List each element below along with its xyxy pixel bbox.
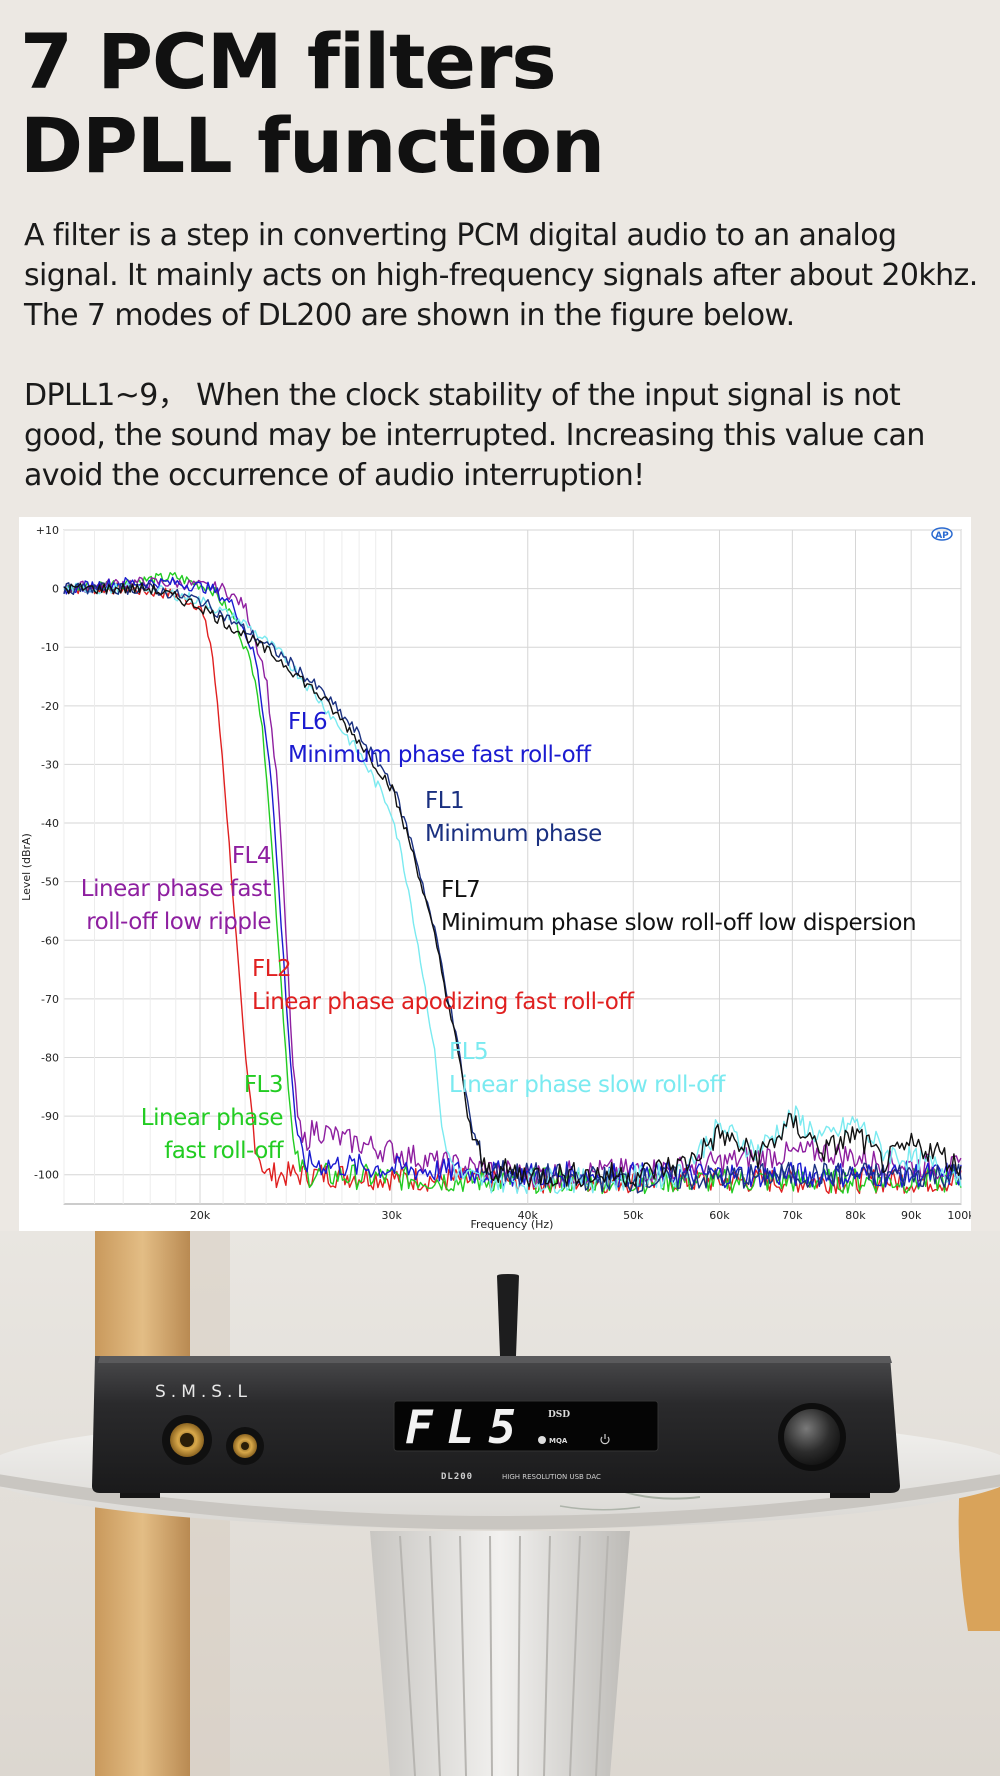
x-tick-label: 40k <box>518 1209 539 1222</box>
y-tick-label: 0 <box>52 583 59 596</box>
model-label: DL200 <box>441 1472 473 1482</box>
filter-response-chart: +10 0 -10 -20 -30 -40 -50 -60 -70 -80 -90 -100 20k 30… <box>19 517 971 1231</box>
pedestal-flutes <box>399 1535 609 1776</box>
chair-back <box>958 1467 1000 1631</box>
table-pedestal <box>370 1531 630 1776</box>
y-axis-title: Level (dBrA) <box>20 833 33 901</box>
dac-top-edge <box>98 1356 892 1363</box>
annotation-fl1-line1: FL1 <box>425 788 464 814</box>
annotation-fl1-line2: Minimum phase <box>425 821 602 847</box>
y-tick-label: -30 <box>41 758 59 771</box>
y-tick-label: -100 <box>34 1169 59 1182</box>
marble-vein-2 <box>559 1505 641 1511</box>
x-tick-label: 30k <box>382 1209 403 1222</box>
annotation-fl4-line2: Linear phase fast <box>81 876 272 902</box>
model-description: HIGH RESOLUTION USB DAC <box>502 1473 601 1481</box>
annotation-fl6-line1: FL6 <box>288 709 327 735</box>
mqa-icon <box>538 1436 546 1444</box>
intro-paragraph-dpll: DPLL1~9， When the clock stability of the… <box>24 378 925 493</box>
annotation-fl6-line2: Minimum phase fast roll-off <box>288 742 592 768</box>
series-line-fl6 <box>63 576 962 1189</box>
y-tick-label: -20 <box>41 700 59 713</box>
table-edge <box>0 1474 1000 1530</box>
volume-knob-icon <box>784 1409 840 1465</box>
annotation-fl3-line2: Linear phase <box>141 1105 283 1131</box>
series-group <box>63 572 962 1195</box>
intro-paragraph-filters: A filter is a step in converting PCM dig… <box>24 218 978 333</box>
annotation-fl4-line3: roll-off low ripple <box>86 909 271 935</box>
series-line-fl7 <box>63 582 962 1188</box>
x-axis-title: Frequency (Hz) <box>471 1218 554 1231</box>
annotations: FL6 Minimum phase fast roll-off FL1 Minimum… <box>81 709 917 1164</box>
y-tick-label: -10 <box>41 641 59 654</box>
brand-logo: S.M.S.L <box>155 1382 252 1402</box>
annotation-fl3-line1: FL3 <box>244 1072 283 1098</box>
y-tick-label: -90 <box>41 1110 59 1123</box>
headline: 7 PCM filters DPLL function <box>20 17 605 190</box>
plot-area <box>63 529 962 1205</box>
annotation-fl2-line1: FL2 <box>252 956 291 982</box>
x-tick-label: 90k <box>901 1209 922 1222</box>
ap-logo-icon: AP <box>931 527 953 541</box>
x-tick-label: 60k <box>709 1209 730 1222</box>
y-tick-label: -80 <box>41 1051 59 1064</box>
y-tick-label: +10 <box>36 524 59 537</box>
tick-labels: +10 0 -10 -20 -30 -40 -50 -60 -70 -80 -90 -100 20k 30… <box>34 524 971 1222</box>
y-tick-label: -60 <box>41 934 59 947</box>
headline-line-2: DPLL function <box>20 101 605 190</box>
x-tick-label: 100k <box>947 1209 971 1222</box>
annotation-fl5-line2: Linear phase slow roll-off <box>449 1072 726 1098</box>
display-dsd-badge: DSD <box>548 1410 570 1420</box>
annotation-fl7-line1: FL7 <box>441 877 480 903</box>
x-tick-label: 50k <box>623 1209 644 1222</box>
display-readout: FL5 <box>405 1400 530 1454</box>
x-tick-label: 20k <box>190 1209 211 1222</box>
dac-foot-right <box>830 1493 870 1498</box>
x-tick-label: 70k <box>782 1209 803 1222</box>
y-tick-label: -70 <box>41 993 59 1006</box>
dac-device: FL5 DSD MQA S.M.S.L DL200 HIGH RESOLUTIO… <box>92 1274 900 1498</box>
annotation-fl7-line2: Minimum phase slow roll-off low dispersi… <box>441 910 916 936</box>
annotation-fl5-line1: FL5 <box>449 1039 488 1065</box>
display-mqa-badge: MQA <box>549 1437 568 1445</box>
annotation-fl4-line1: FL4 <box>232 843 271 869</box>
grid <box>63 529 962 1204</box>
chart-svg: +10 0 -10 -20 -30 -40 -50 -60 -70 -80 -90 -100 20k 30… <box>20 524 971 1231</box>
x-tick-label: 80k <box>845 1209 866 1222</box>
annotation-fl2-line2: Linear phase apodizing fast roll-off <box>252 989 635 1015</box>
product-scene: FL5 DSD MQA S.M.S.L DL200 HIGH RESOLUTIO… <box>0 1231 1000 1776</box>
front-display <box>393 1400 659 1452</box>
dac-foot-left <box>120 1493 160 1498</box>
y-tick-label: -50 <box>41 876 59 889</box>
headline-line-1: 7 PCM filters <box>20 17 557 106</box>
power-icon <box>600 1434 610 1445</box>
antenna <box>497 1274 519 1356</box>
svg-text:AP: AP <box>935 531 949 541</box>
y-tick-label: -40 <box>41 817 59 830</box>
annotation-fl3-line3: fast roll-off <box>164 1138 284 1164</box>
